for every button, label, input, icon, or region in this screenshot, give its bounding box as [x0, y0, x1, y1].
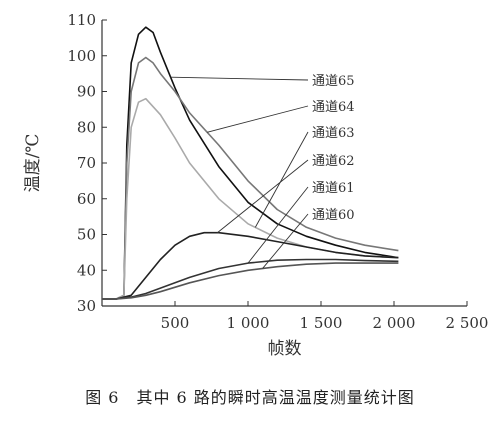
leader-line: [254, 131, 309, 228]
y-tick-label: 90: [77, 83, 96, 101]
series-label-5: 通道61: [312, 181, 355, 196]
y-tick-label: 110: [67, 11, 96, 29]
series-label-3: 通道63: [312, 126, 355, 141]
series-line-6: [102, 262, 399, 300]
leader-line: [217, 159, 309, 234]
x-tick-label: 2 000: [373, 314, 416, 332]
figure-caption: 图 6 其中 6 路的瞬时高温温度测量统计图: [85, 388, 415, 407]
temperature-chart: 30 40 50 60 70 80 90 100 110 500 1 000 1 500 2 000 2 …: [23, 11, 488, 359]
y-tick-label: 60: [77, 190, 96, 208]
y-tick-label: 80: [77, 118, 96, 136]
series-label-1: 通道65: [312, 74, 355, 89]
y-axis-title: 温度/℃: [23, 134, 43, 193]
series-label-4: 通道62: [312, 154, 355, 169]
plot-area: 30 40 50 60 70 80 90 100 110 500 1 000 1 500 2 000 2 …: [67, 11, 488, 332]
x-tick-label: 1 000: [227, 314, 270, 332]
leader-line: [170, 76, 309, 81]
series-label-6: 通道60: [312, 208, 355, 223]
leader-line: [262, 213, 309, 269]
series-label-2: 通道64: [312, 100, 355, 115]
y-tick-label: 70: [77, 154, 96, 172]
x-tick-label: 1 500: [300, 314, 343, 332]
series-line-4: [102, 231, 399, 300]
x-tick-label: 500: [161, 314, 190, 332]
x-axis-title: 帧数: [268, 339, 302, 359]
x-tick-label: 2 500: [446, 314, 489, 332]
series-lines: [102, 26, 399, 300]
leader-line: [247, 186, 309, 264]
leader-line: [207, 105, 309, 133]
y-tick-label: 100: [67, 47, 96, 65]
y-tick-label: 30: [77, 297, 96, 315]
series-line-2: [102, 56, 399, 300]
series-labels: 通道65 通道64 通道63 通道62 通道61 通道60: [170, 74, 355, 269]
series-line-5: [102, 258, 399, 300]
y-tick-label: 40: [77, 261, 96, 279]
y-tick-label: 50: [77, 226, 96, 244]
